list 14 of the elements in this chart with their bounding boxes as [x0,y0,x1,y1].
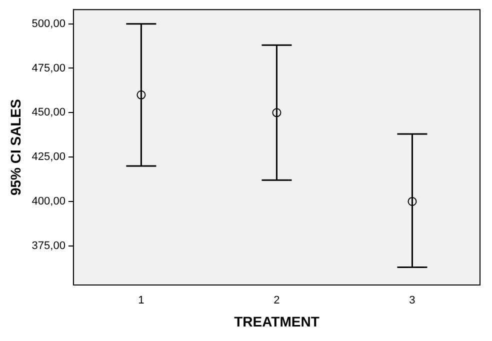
x-tick-label: 3 [409,294,416,307]
y-tick-label: 425,00 [32,151,66,164]
y-tick-label: 450,00 [32,106,66,119]
point [408,196,417,206]
y-tick-label: 375,00 [32,240,66,252]
y-axis-title: 95% CI SALES [7,99,24,196]
x-tick-label: 2 [274,294,280,307]
x-axis-title: TREATMENT [234,313,320,330]
y-tick-label: 475,00 [32,62,66,74]
x-tick-label: 1 [138,294,144,307]
y-tick-label: 500,00 [32,18,66,30]
y-tick-label: 400,00 [32,196,66,208]
point [136,90,146,100]
point [272,108,282,118]
